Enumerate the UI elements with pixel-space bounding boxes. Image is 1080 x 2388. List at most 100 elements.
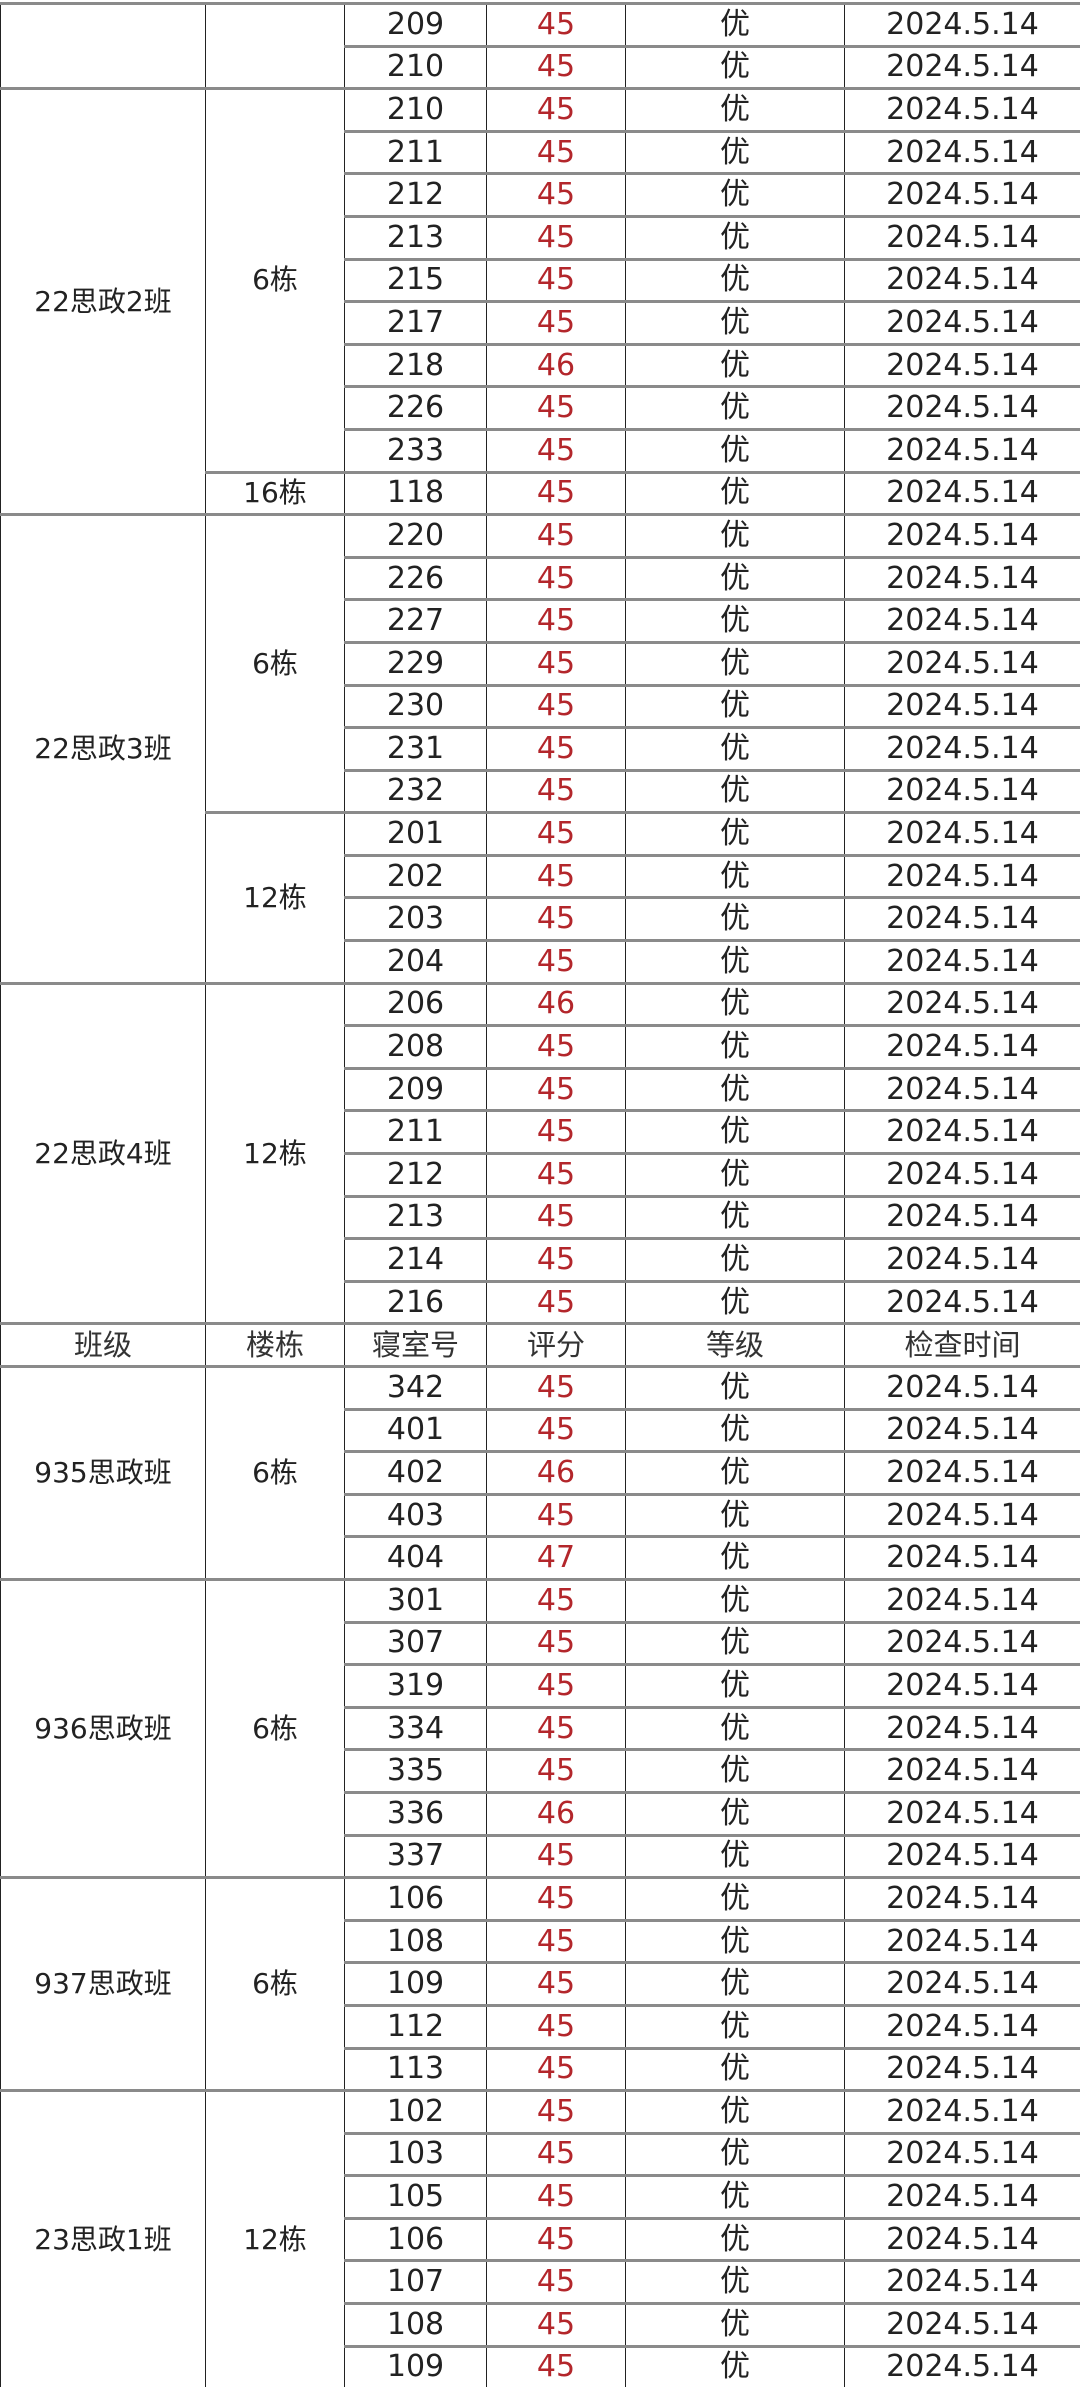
room-number: 105 bbox=[344, 2174, 487, 2219]
room-number: 233 bbox=[344, 427, 487, 473]
score-value: 46 bbox=[486, 342, 626, 387]
room-number: 212 bbox=[344, 172, 487, 217]
room-number: 112 bbox=[344, 2003, 487, 2048]
grade-value: 优 bbox=[625, 1279, 845, 1324]
inspection-date: 2024.5.14 bbox=[844, 1237, 1080, 1282]
table-row: 12栋 201 45 优 2024.5.14 bbox=[1, 811, 1080, 984]
room-number: 301 bbox=[344, 1577, 487, 1623]
room-number: 118 bbox=[344, 470, 487, 515]
inspection-date: 2024.5.14 bbox=[844, 257, 1080, 302]
building-cell: 6栋 bbox=[205, 1365, 345, 1580]
table-row: 108 45 优 2024.5.14 bbox=[1, 2302, 1080, 2347]
inspection-date: 2024.5.14 bbox=[844, 1833, 1080, 1878]
score-value: 45 bbox=[486, 1365, 626, 1410]
score-value: 45 bbox=[486, 214, 626, 260]
room-number: 402 bbox=[344, 1450, 487, 1495]
inspection-date: 2024.5.14 bbox=[844, 1961, 1080, 2006]
grade-value: 优 bbox=[625, 1535, 845, 1580]
score-value: 45 bbox=[486, 1024, 626, 1069]
class-cell: 22思政4班 bbox=[0, 981, 206, 1324]
room-number: 109 bbox=[344, 1961, 487, 2006]
grade-value: 优 bbox=[625, 598, 845, 643]
table-row: 215 45 优 2024.5.14 bbox=[1, 257, 1080, 302]
building-cell: 6栋 bbox=[205, 87, 345, 473]
room-number: 213 bbox=[344, 1194, 487, 1239]
room-number: 226 bbox=[344, 555, 487, 600]
score-value: 45 bbox=[486, 2216, 626, 2261]
table-row: 226 45 优 2024.5.14 bbox=[1, 385, 1080, 430]
building-cell: 12栋 bbox=[205, 981, 345, 1324]
table-row: 337 45 优 2024.5.14 bbox=[1, 1833, 1080, 1878]
inspection-date: 2024.5.14 bbox=[844, 768, 1080, 813]
inspection-date: 2024.5.14 bbox=[844, 896, 1080, 941]
grade-value: 优 bbox=[625, 2046, 845, 2091]
table-row: 107 45 优 2024.5.14 bbox=[1, 2259, 1080, 2304]
inspection-date: 2024.5.14 bbox=[844, 1109, 1080, 1154]
score-value: 45 bbox=[486, 2131, 626, 2176]
table-row: 209 45 优 2024.5.14 bbox=[1, 1066, 1080, 1111]
table-row: 336 46 优 2024.5.14 bbox=[1, 1790, 1080, 1836]
grade-value: 优 bbox=[625, 2174, 845, 2219]
grade-value: 优 bbox=[625, 726, 845, 771]
room-number: 319 bbox=[344, 1663, 487, 1708]
inspection-date: 2024.5.14 bbox=[844, 2344, 1080, 2388]
score-value: 45 bbox=[486, 640, 626, 685]
room-number: 202 bbox=[344, 853, 487, 898]
table-row: 404 47 优 2024.5.14 bbox=[1, 1535, 1080, 1580]
grade-value: 优 bbox=[625, 172, 845, 217]
inspection-date: 2024.5.14 bbox=[844, 2046, 1080, 2091]
inspection-date: 2024.5.14 bbox=[844, 726, 1080, 771]
score-value: 45 bbox=[486, 257, 626, 302]
score-value: 45 bbox=[486, 1663, 626, 1708]
room-number: 401 bbox=[344, 1407, 487, 1452]
grade-value: 优 bbox=[625, 1748, 845, 1793]
table-row: 109 45 优 2024.5.14 bbox=[1, 2344, 1080, 2388]
grade-value: 优 bbox=[625, 768, 845, 813]
grade-value: 优 bbox=[625, 1024, 845, 1069]
room-number: 210 bbox=[344, 87, 487, 132]
room-number: 342 bbox=[344, 1365, 487, 1410]
score-value: 45 bbox=[486, 2, 626, 47]
table-row: 23思政1班 12栋 102 45 优 2024.5.14 bbox=[0, 2089, 1080, 2388]
room-number: 307 bbox=[344, 1620, 487, 1665]
score-value: 45 bbox=[486, 2302, 626, 2347]
grade-value: 优 bbox=[625, 1833, 845, 1878]
inspection-date: 2024.5.14 bbox=[844, 385, 1080, 430]
grade-value: 优 bbox=[625, 853, 845, 898]
grade-value: 优 bbox=[625, 44, 845, 89]
inspection-date: 2024.5.14 bbox=[844, 300, 1080, 345]
room-number: 201 bbox=[344, 811, 487, 856]
grade-value: 优 bbox=[625, 1152, 845, 1197]
table-row: 935思政班 6栋 342 45 优 2024.5.14 bbox=[0, 1365, 1080, 1580]
room-number: 216 bbox=[344, 1279, 487, 1324]
class-cell: 22思政3班 bbox=[0, 513, 206, 984]
grade-value: 优 bbox=[625, 2131, 845, 2176]
table-row: 106 45 优 2024.5.14 bbox=[1, 2216, 1080, 2261]
grade-value: 优 bbox=[625, 2216, 845, 2261]
score-value: 45 bbox=[486, 300, 626, 345]
room-number: 220 bbox=[344, 513, 487, 558]
room-number: 212 bbox=[344, 1152, 487, 1197]
room-number: 229 bbox=[344, 640, 487, 685]
score-value: 45 bbox=[486, 1152, 626, 1197]
score-value: 45 bbox=[486, 1876, 626, 1921]
inspection-date: 2024.5.14 bbox=[844, 1663, 1080, 1708]
table-row: 334 45 优 2024.5.14 bbox=[1, 1705, 1080, 1750]
room-number: 230 bbox=[344, 683, 487, 728]
table-row: 226 45 优 2024.5.14 bbox=[1, 555, 1080, 600]
grade-value: 优 bbox=[625, 981, 845, 1026]
table-row: 22思政3班 6栋 220 45 优 2024.5.14 bbox=[0, 513, 1080, 984]
room-number: 107 bbox=[344, 2259, 487, 2304]
score-value: 45 bbox=[486, 2089, 626, 2134]
inspection-date: 2024.5.14 bbox=[844, 811, 1080, 856]
inspection-date: 2024.5.14 bbox=[844, 555, 1080, 600]
grade-value: 优 bbox=[625, 2003, 845, 2048]
inspection-date: 2024.5.14 bbox=[844, 172, 1080, 217]
inspection-date: 2024.5.14 bbox=[844, 2089, 1080, 2134]
table-row: 217 45 优 2024.5.14 bbox=[1, 300, 1080, 345]
score-value: 45 bbox=[486, 87, 626, 132]
room-number: 108 bbox=[344, 1918, 487, 1963]
grade-value: 优 bbox=[625, 1620, 845, 1665]
inspection-date: 2024.5.14 bbox=[844, 513, 1080, 558]
